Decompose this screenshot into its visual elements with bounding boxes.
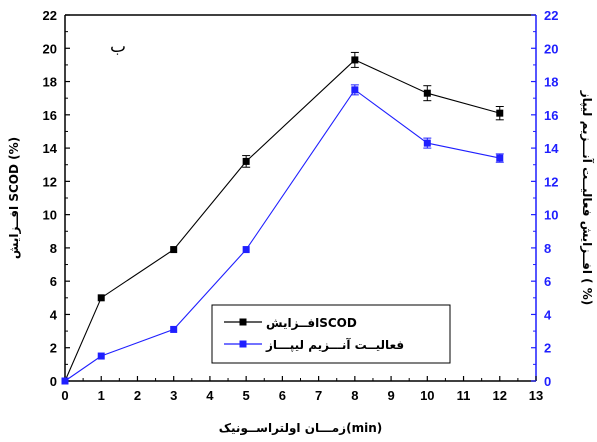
right-y-tick-label: 10 xyxy=(544,208,558,223)
right-y-tick-label: 0 xyxy=(544,374,551,389)
left-y-tick-label: 4 xyxy=(50,307,58,322)
x-tick-label: 13 xyxy=(529,388,543,403)
legend-box xyxy=(211,304,451,364)
right-y-tick-label: 20 xyxy=(544,41,558,56)
right-y-tick-label: 2 xyxy=(544,341,551,356)
left-y-tick-label: 20 xyxy=(43,41,57,56)
data-point xyxy=(170,246,178,254)
x-tick-label: 5 xyxy=(243,388,250,403)
data-point xyxy=(97,294,105,302)
data-point xyxy=(496,154,504,162)
left-y-tick-label: 6 xyxy=(50,274,57,289)
series-layer xyxy=(61,51,504,385)
left-y-tick-label: 8 xyxy=(50,241,57,256)
legend-marker xyxy=(239,340,247,348)
x-tick-label: 12 xyxy=(493,388,507,403)
right-y-tick-label: 6 xyxy=(544,274,551,289)
legend-label: فعالیــت آنـــزیم لیپـــاز xyxy=(265,337,404,352)
series-2 xyxy=(61,84,504,385)
data-point xyxy=(170,325,178,333)
data-point xyxy=(242,157,250,165)
data-point xyxy=(423,139,431,147)
legend: افــزایشSCOD فعالیــت آنـــزیم لیپـــاز xyxy=(211,304,451,364)
left-y-tick-label: 10 xyxy=(43,208,57,223)
axes: 0 1 2 3 4 5 6 7 8 9 10 11 12 130246810121416182022024… xyxy=(43,8,560,403)
data-point xyxy=(423,89,431,97)
right-y-axis-title: افــزایش فعالیــت آنـــزیم لیپاز ( %) xyxy=(580,90,595,306)
left-y-axis-title: افــزایش SCOD (%) xyxy=(7,137,21,259)
x-tick-label: 10 xyxy=(420,388,434,403)
x-tick-label: 4 xyxy=(206,388,214,403)
x-tick-label: 0 xyxy=(61,388,68,403)
series-1 xyxy=(61,51,504,385)
x-tick-label: 6 xyxy=(279,388,286,403)
x-tick-label: 1 xyxy=(98,388,105,403)
x-tick-label: 2 xyxy=(134,388,141,403)
data-point xyxy=(242,246,250,254)
left-y-tick-label: 12 xyxy=(43,174,57,189)
right-y-tick-label: 16 xyxy=(544,108,558,123)
legend-label: افــزایشSCOD xyxy=(266,316,357,330)
left-y-tick-label: 18 xyxy=(43,75,57,90)
right-y-tick-label: 14 xyxy=(544,141,559,156)
legend-marker xyxy=(239,318,247,326)
x-axis-title: زمـــان اولتراســونیک(min) xyxy=(219,421,382,436)
right-y-tick-label: 4 xyxy=(544,307,552,322)
left-y-tick-label: 0 xyxy=(50,374,57,389)
data-point xyxy=(351,56,359,64)
right-y-tick-label: 22 xyxy=(544,8,558,23)
data-point xyxy=(496,109,504,117)
panel-label: ب xyxy=(110,37,126,57)
x-tick-label: 8 xyxy=(351,388,358,403)
left-y-tick-label: 14 xyxy=(43,141,58,156)
left-y-tick-label: 16 xyxy=(43,108,57,123)
right-y-tick-label: 8 xyxy=(544,241,551,256)
x-tick-label: 9 xyxy=(387,388,394,403)
data-point xyxy=(61,377,69,385)
right-y-tick-label: 18 xyxy=(544,75,558,90)
data-point xyxy=(351,86,359,94)
data-point xyxy=(97,352,105,360)
right-y-tick-label: 12 xyxy=(544,174,558,189)
left-y-tick-label: 22 xyxy=(43,8,57,23)
x-tick-label: 3 xyxy=(170,388,177,403)
x-tick-label: 11 xyxy=(457,388,471,403)
x-tick-label: 7 xyxy=(315,388,322,403)
left-y-tick-label: 2 xyxy=(50,341,57,356)
